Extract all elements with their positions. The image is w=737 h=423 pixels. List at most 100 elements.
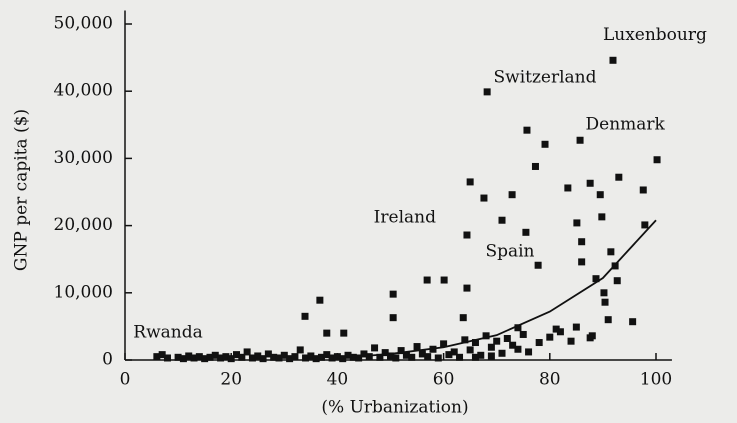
- y-tick-label: 0: [102, 350, 113, 370]
- x-tick-label: 60: [433, 370, 455, 390]
- point: [275, 354, 283, 362]
- trend-line: [337, 219, 657, 359]
- point: [392, 354, 400, 362]
- point: [514, 324, 522, 332]
- point: [466, 346, 474, 354]
- point: [312, 355, 320, 363]
- point: [163, 354, 171, 362]
- point: [323, 329, 331, 337]
- point: [471, 339, 479, 347]
- annotation: Denmark: [586, 114, 666, 134]
- point: [487, 343, 495, 351]
- point: [609, 56, 617, 64]
- point: [572, 323, 580, 331]
- point: [307, 352, 315, 360]
- point: [613, 277, 621, 285]
- point: [413, 343, 421, 351]
- annotation: Spain: [485, 241, 534, 261]
- point: [323, 351, 331, 359]
- point: [600, 289, 608, 297]
- point: [508, 191, 516, 199]
- y-tick-label: 50,000: [54, 14, 113, 34]
- point: [641, 221, 649, 229]
- point: [531, 162, 539, 170]
- point: [477, 351, 485, 359]
- point: [471, 353, 479, 361]
- point: [552, 325, 560, 333]
- point: [567, 337, 575, 345]
- point: [381, 349, 389, 357]
- point: [576, 136, 584, 144]
- point: [487, 352, 495, 360]
- point: [586, 179, 594, 187]
- point: [424, 353, 432, 361]
- point: [578, 238, 586, 246]
- annotation: Switzerland: [494, 67, 597, 87]
- point: [629, 318, 637, 326]
- y-tick-label: 20,000: [54, 215, 113, 235]
- point: [525, 348, 533, 356]
- point: [509, 341, 517, 349]
- point: [286, 355, 294, 363]
- point: [371, 344, 379, 352]
- point: [461, 336, 469, 344]
- point: [291, 353, 299, 361]
- point: [402, 351, 410, 359]
- point: [459, 314, 467, 322]
- point: [596, 191, 604, 199]
- point: [463, 284, 471, 292]
- point: [541, 140, 549, 148]
- point: [248, 354, 256, 362]
- point: [466, 178, 474, 186]
- point: [480, 194, 488, 202]
- point: [222, 353, 230, 361]
- point: [573, 219, 581, 227]
- point: [185, 352, 193, 360]
- point: [456, 353, 464, 361]
- point: [270, 353, 278, 361]
- point: [615, 173, 623, 181]
- annotation: Luxenbourg: [603, 25, 707, 45]
- point: [418, 350, 426, 358]
- point: [206, 353, 214, 361]
- point: [328, 354, 336, 362]
- point: [344, 351, 352, 359]
- point: [639, 186, 647, 194]
- point: [389, 290, 397, 298]
- point: [227, 355, 235, 363]
- point: [653, 156, 661, 164]
- point: [535, 339, 543, 347]
- point: [201, 355, 209, 363]
- point: [233, 351, 241, 359]
- point: [564, 184, 572, 192]
- point: [217, 354, 225, 362]
- point: [503, 334, 511, 342]
- point: [243, 348, 251, 356]
- point: [522, 228, 530, 236]
- point: [264, 350, 272, 358]
- point: [211, 351, 219, 359]
- y-tick-label: 40,000: [54, 81, 113, 101]
- point: [578, 258, 586, 266]
- point: [365, 353, 373, 361]
- annotation: Rwanda: [133, 323, 202, 343]
- point: [339, 355, 347, 363]
- x-tick-label: 40: [327, 370, 349, 390]
- x-tick-label: 0: [120, 370, 131, 390]
- point: [493, 337, 501, 345]
- point: [158, 351, 166, 359]
- point: [546, 333, 554, 341]
- point: [408, 353, 416, 361]
- point: [333, 353, 341, 361]
- point: [302, 354, 310, 362]
- point: [316, 296, 324, 304]
- point: [238, 353, 246, 361]
- x-tick-label: 20: [220, 370, 242, 390]
- point: [601, 298, 609, 306]
- x-tick-label: 100: [640, 370, 672, 390]
- point: [259, 355, 267, 363]
- point: [523, 126, 531, 134]
- point: [604, 316, 612, 324]
- point: [498, 349, 506, 357]
- x-axis-label: (% Urbanization): [321, 398, 468, 418]
